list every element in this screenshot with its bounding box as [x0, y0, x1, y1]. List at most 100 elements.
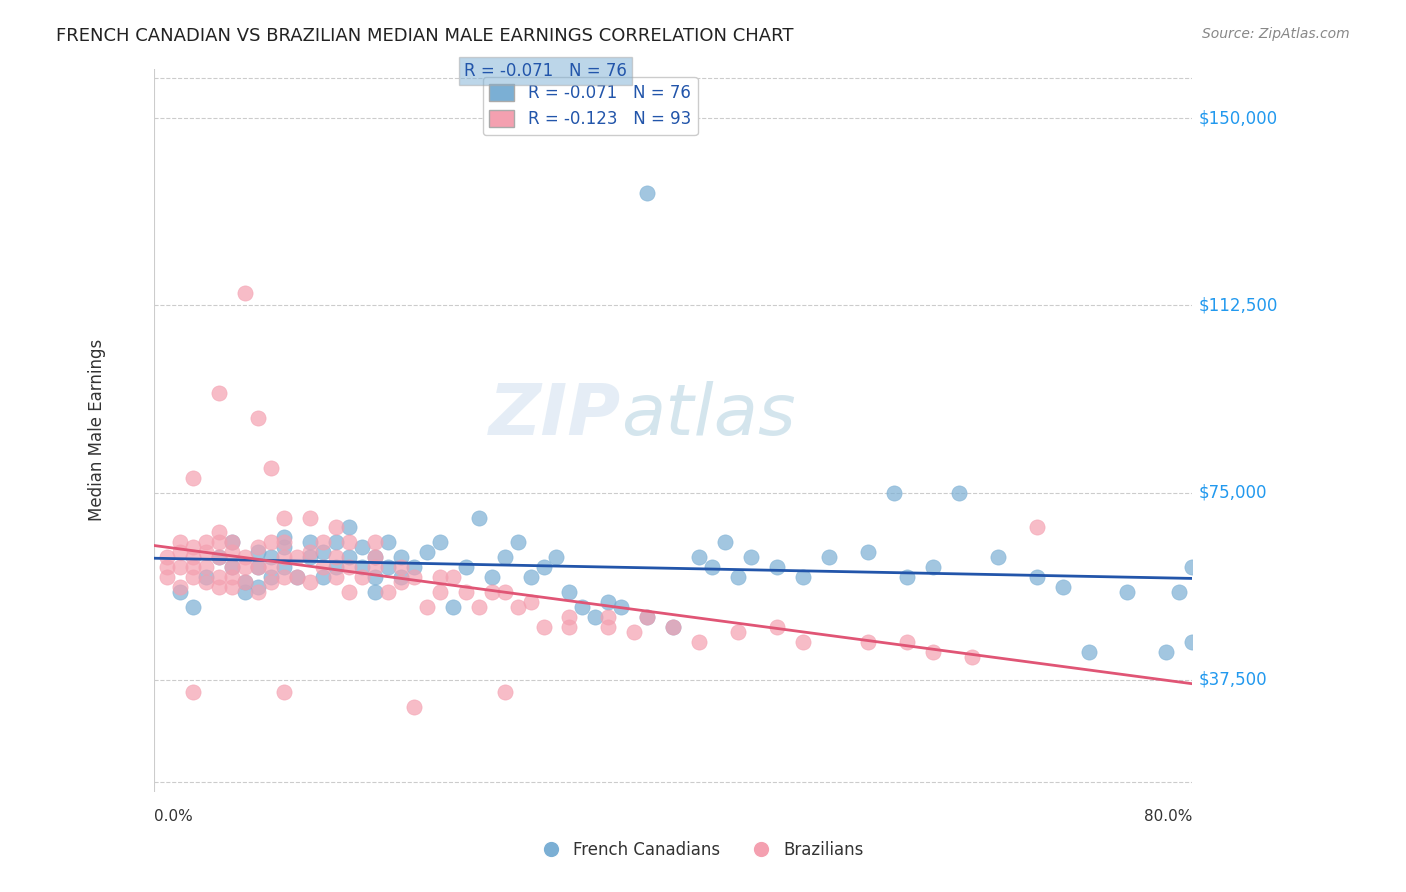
Text: $75,000: $75,000	[1199, 483, 1267, 501]
Point	[181, 541, 204, 555]
Point	[312, 535, 335, 549]
Point	[169, 585, 191, 599]
Text: R = -0.071   N = 76: R = -0.071 N = 76	[464, 62, 627, 80]
Point	[818, 550, 841, 565]
Point	[960, 650, 983, 665]
Point	[1052, 580, 1074, 594]
Point	[598, 595, 620, 609]
Point	[519, 570, 541, 584]
Point	[181, 470, 204, 484]
Point	[285, 550, 308, 565]
Point	[364, 585, 387, 599]
Point	[247, 585, 270, 599]
Point	[350, 570, 373, 584]
Point	[792, 570, 814, 584]
Text: $112,500: $112,500	[1199, 296, 1278, 315]
Point	[454, 585, 477, 599]
Point	[195, 575, 218, 590]
Point	[298, 535, 321, 549]
Text: Median Male Earnings: Median Male Earnings	[89, 339, 105, 521]
Point	[337, 535, 360, 549]
Point	[389, 570, 412, 584]
Point	[325, 520, 347, 534]
Text: $150,000: $150,000	[1199, 110, 1278, 128]
Point	[260, 575, 283, 590]
Point	[389, 550, 412, 565]
Point	[481, 585, 503, 599]
Legend: French Canadians, Brazilians: French Canadians, Brazilians	[536, 835, 870, 866]
Point	[598, 610, 620, 624]
Point	[195, 570, 218, 584]
Text: 80.0%: 80.0%	[1144, 809, 1192, 824]
Text: Source: ZipAtlas.com: Source: ZipAtlas.com	[1202, 27, 1350, 41]
Point	[558, 620, 581, 634]
Point	[260, 570, 283, 584]
Point	[598, 620, 620, 634]
Point	[260, 550, 283, 565]
Point	[364, 570, 387, 584]
Point	[337, 520, 360, 534]
Point	[325, 550, 347, 565]
Point	[273, 560, 295, 574]
Point	[714, 535, 737, 549]
Point	[416, 545, 439, 559]
Point	[1025, 570, 1047, 584]
Point	[221, 535, 243, 549]
Point	[402, 570, 425, 584]
Point	[364, 560, 387, 574]
Point	[169, 560, 191, 574]
Point	[312, 570, 335, 584]
Point	[856, 635, 879, 649]
Point	[195, 545, 218, 559]
Point	[494, 550, 516, 565]
Point	[298, 510, 321, 524]
Point	[467, 600, 489, 615]
Point	[273, 570, 295, 584]
Point	[325, 560, 347, 574]
Point	[558, 585, 581, 599]
Point	[208, 535, 231, 549]
Point	[416, 600, 439, 615]
Point	[233, 550, 256, 565]
Point	[233, 575, 256, 590]
Point	[662, 620, 685, 634]
Point	[247, 541, 270, 555]
Point	[702, 560, 724, 574]
Point	[1025, 520, 1047, 534]
Point	[312, 545, 335, 559]
Point	[688, 635, 710, 649]
Point	[233, 560, 256, 574]
Point	[896, 570, 918, 584]
Point	[337, 560, 360, 574]
Point	[921, 560, 943, 574]
Point	[156, 550, 179, 565]
Point	[156, 560, 179, 574]
Point	[221, 535, 243, 549]
Point	[546, 550, 568, 565]
Point	[337, 585, 360, 599]
Point	[350, 560, 373, 574]
Point	[662, 620, 685, 634]
Point	[467, 510, 489, 524]
Point	[766, 560, 789, 574]
Point	[233, 585, 256, 599]
Text: ZIP: ZIP	[489, 381, 621, 450]
Point	[389, 575, 412, 590]
Point	[169, 580, 191, 594]
Point	[273, 550, 295, 565]
Point	[208, 570, 231, 584]
Point	[636, 186, 658, 201]
Point	[181, 560, 204, 574]
Point	[583, 610, 606, 624]
Point	[337, 550, 360, 565]
Point	[247, 545, 270, 559]
Point	[1077, 645, 1099, 659]
Point	[1116, 585, 1139, 599]
Point	[636, 610, 658, 624]
Point	[740, 550, 762, 565]
Point	[260, 560, 283, 574]
Point	[325, 570, 347, 584]
Point	[441, 600, 464, 615]
Text: atlas: atlas	[621, 381, 796, 450]
Point	[181, 685, 204, 699]
